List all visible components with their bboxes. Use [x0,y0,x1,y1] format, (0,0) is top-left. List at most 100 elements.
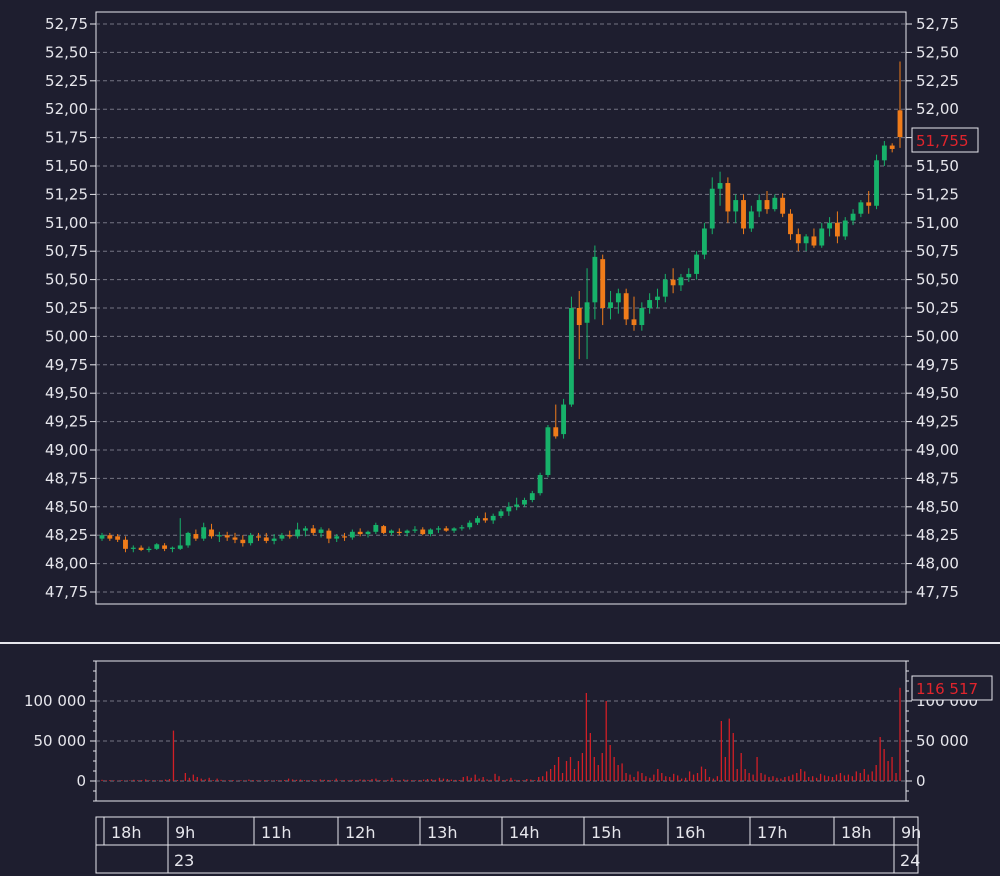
volume-panel[interactable]: 100 000 50 000 0 100 000 50 000 0 116 517 [24,660,993,802]
candle [631,296,637,331]
price-tick-label: 51,00 [45,214,88,232]
candle [819,222,825,248]
candle [459,524,465,531]
candle [169,546,175,553]
candle [670,268,676,294]
candle-body [608,302,613,308]
price-tick-label: 50,25 [45,299,88,317]
hour-label: 16h [675,823,706,842]
candle-body [561,404,567,435]
candle-body [631,319,637,326]
hour-label: 12h [345,823,376,842]
candle-body [185,532,191,546]
candle-body [803,236,809,244]
candle-body [795,234,801,244]
candle [107,532,113,541]
candle-body [404,530,410,533]
time-axis[interactable]: 18h 9h 11h 12h 13h 14h 15h 16h 17h 18h 9h 23 24 [95,816,921,874]
candle-body [224,535,230,538]
price-tick-label: 52,25 [916,72,959,90]
price-tick-label: 48,00 [45,555,88,573]
candle [592,245,598,320]
candle-body [866,202,872,206]
candle [647,293,653,314]
candle-body [287,535,293,537]
price-tick-label: 50,00 [45,327,88,345]
price-tick-label: 49,00 [916,441,959,459]
candle-body [490,515,496,521]
candle [451,527,457,533]
candle [146,546,152,553]
candle [780,193,786,218]
candle-body [498,511,504,516]
hour-label: 18h [111,823,142,842]
candle [827,217,833,237]
candle-body [248,535,254,544]
candle-body [881,145,887,161]
last-price-label: 51,755 [916,132,969,150]
candle-body [154,544,160,549]
candle-body [576,308,582,326]
price-tick-label: 50,00 [916,327,959,345]
candle [584,268,590,360]
candle-body [451,528,457,531]
candle-body [850,213,856,221]
candle-body [662,279,668,297]
candle [889,143,895,153]
candle [490,513,496,524]
candle-body [788,213,793,235]
candle-body [201,527,207,539]
candle-body [263,537,269,541]
candle-body [553,427,559,437]
candle-body [396,531,402,533]
candle-body [107,535,113,539]
candle-body [568,308,574,405]
candle-body [874,160,879,206]
candle [295,522,301,539]
price-tick-label: 50,50 [916,271,959,289]
candle-body [302,528,308,531]
candle [881,141,887,166]
price-tick-label: 52,75 [916,15,959,33]
candle [529,490,535,503]
candle [506,502,512,516]
candle-body [670,279,676,286]
price-axis-right: 52,7552,5052,2552,0051,7551,5051,2551,00… [906,15,959,601]
price-tick-label: 50,50 [45,271,88,289]
candle [357,528,363,537]
candle [561,398,567,439]
candle-body [647,300,653,308]
candle [553,404,559,439]
candle [834,211,840,244]
candle-body [443,528,449,531]
hour-label: 9h [175,823,195,842]
hour-label: 13h [427,823,458,842]
price-tick-label: 51,75 [45,129,88,147]
price-panel[interactable]: 52,75 52,50 52,25 52,00 51,75 51,50 51,25 51,00… [45,11,979,605]
candle [115,534,121,543]
candle [748,205,754,232]
hour-label: 11h [261,823,292,842]
candle [123,536,128,553]
candle [420,527,426,536]
candle-body [177,545,183,549]
last-price-box [911,127,979,153]
candle-body [819,228,825,246]
candle-body [694,254,700,274]
price-tick-label: 51,25 [45,185,88,203]
candle [568,296,574,407]
candle-body [99,535,105,539]
candle-body [381,526,387,533]
price-axis-left: 52,75 52,50 52,25 52,00 51,75 51,50 51,25 51,00… [45,15,96,601]
candle-body [310,528,316,533]
candle [209,523,214,539]
candle-body [827,222,833,229]
candle [858,200,864,218]
candle [201,522,207,541]
candle [678,273,684,291]
candle-body [686,273,692,278]
candle-body [701,228,707,255]
candle [725,177,731,223]
price-tick-label: 52,50 [45,43,88,61]
